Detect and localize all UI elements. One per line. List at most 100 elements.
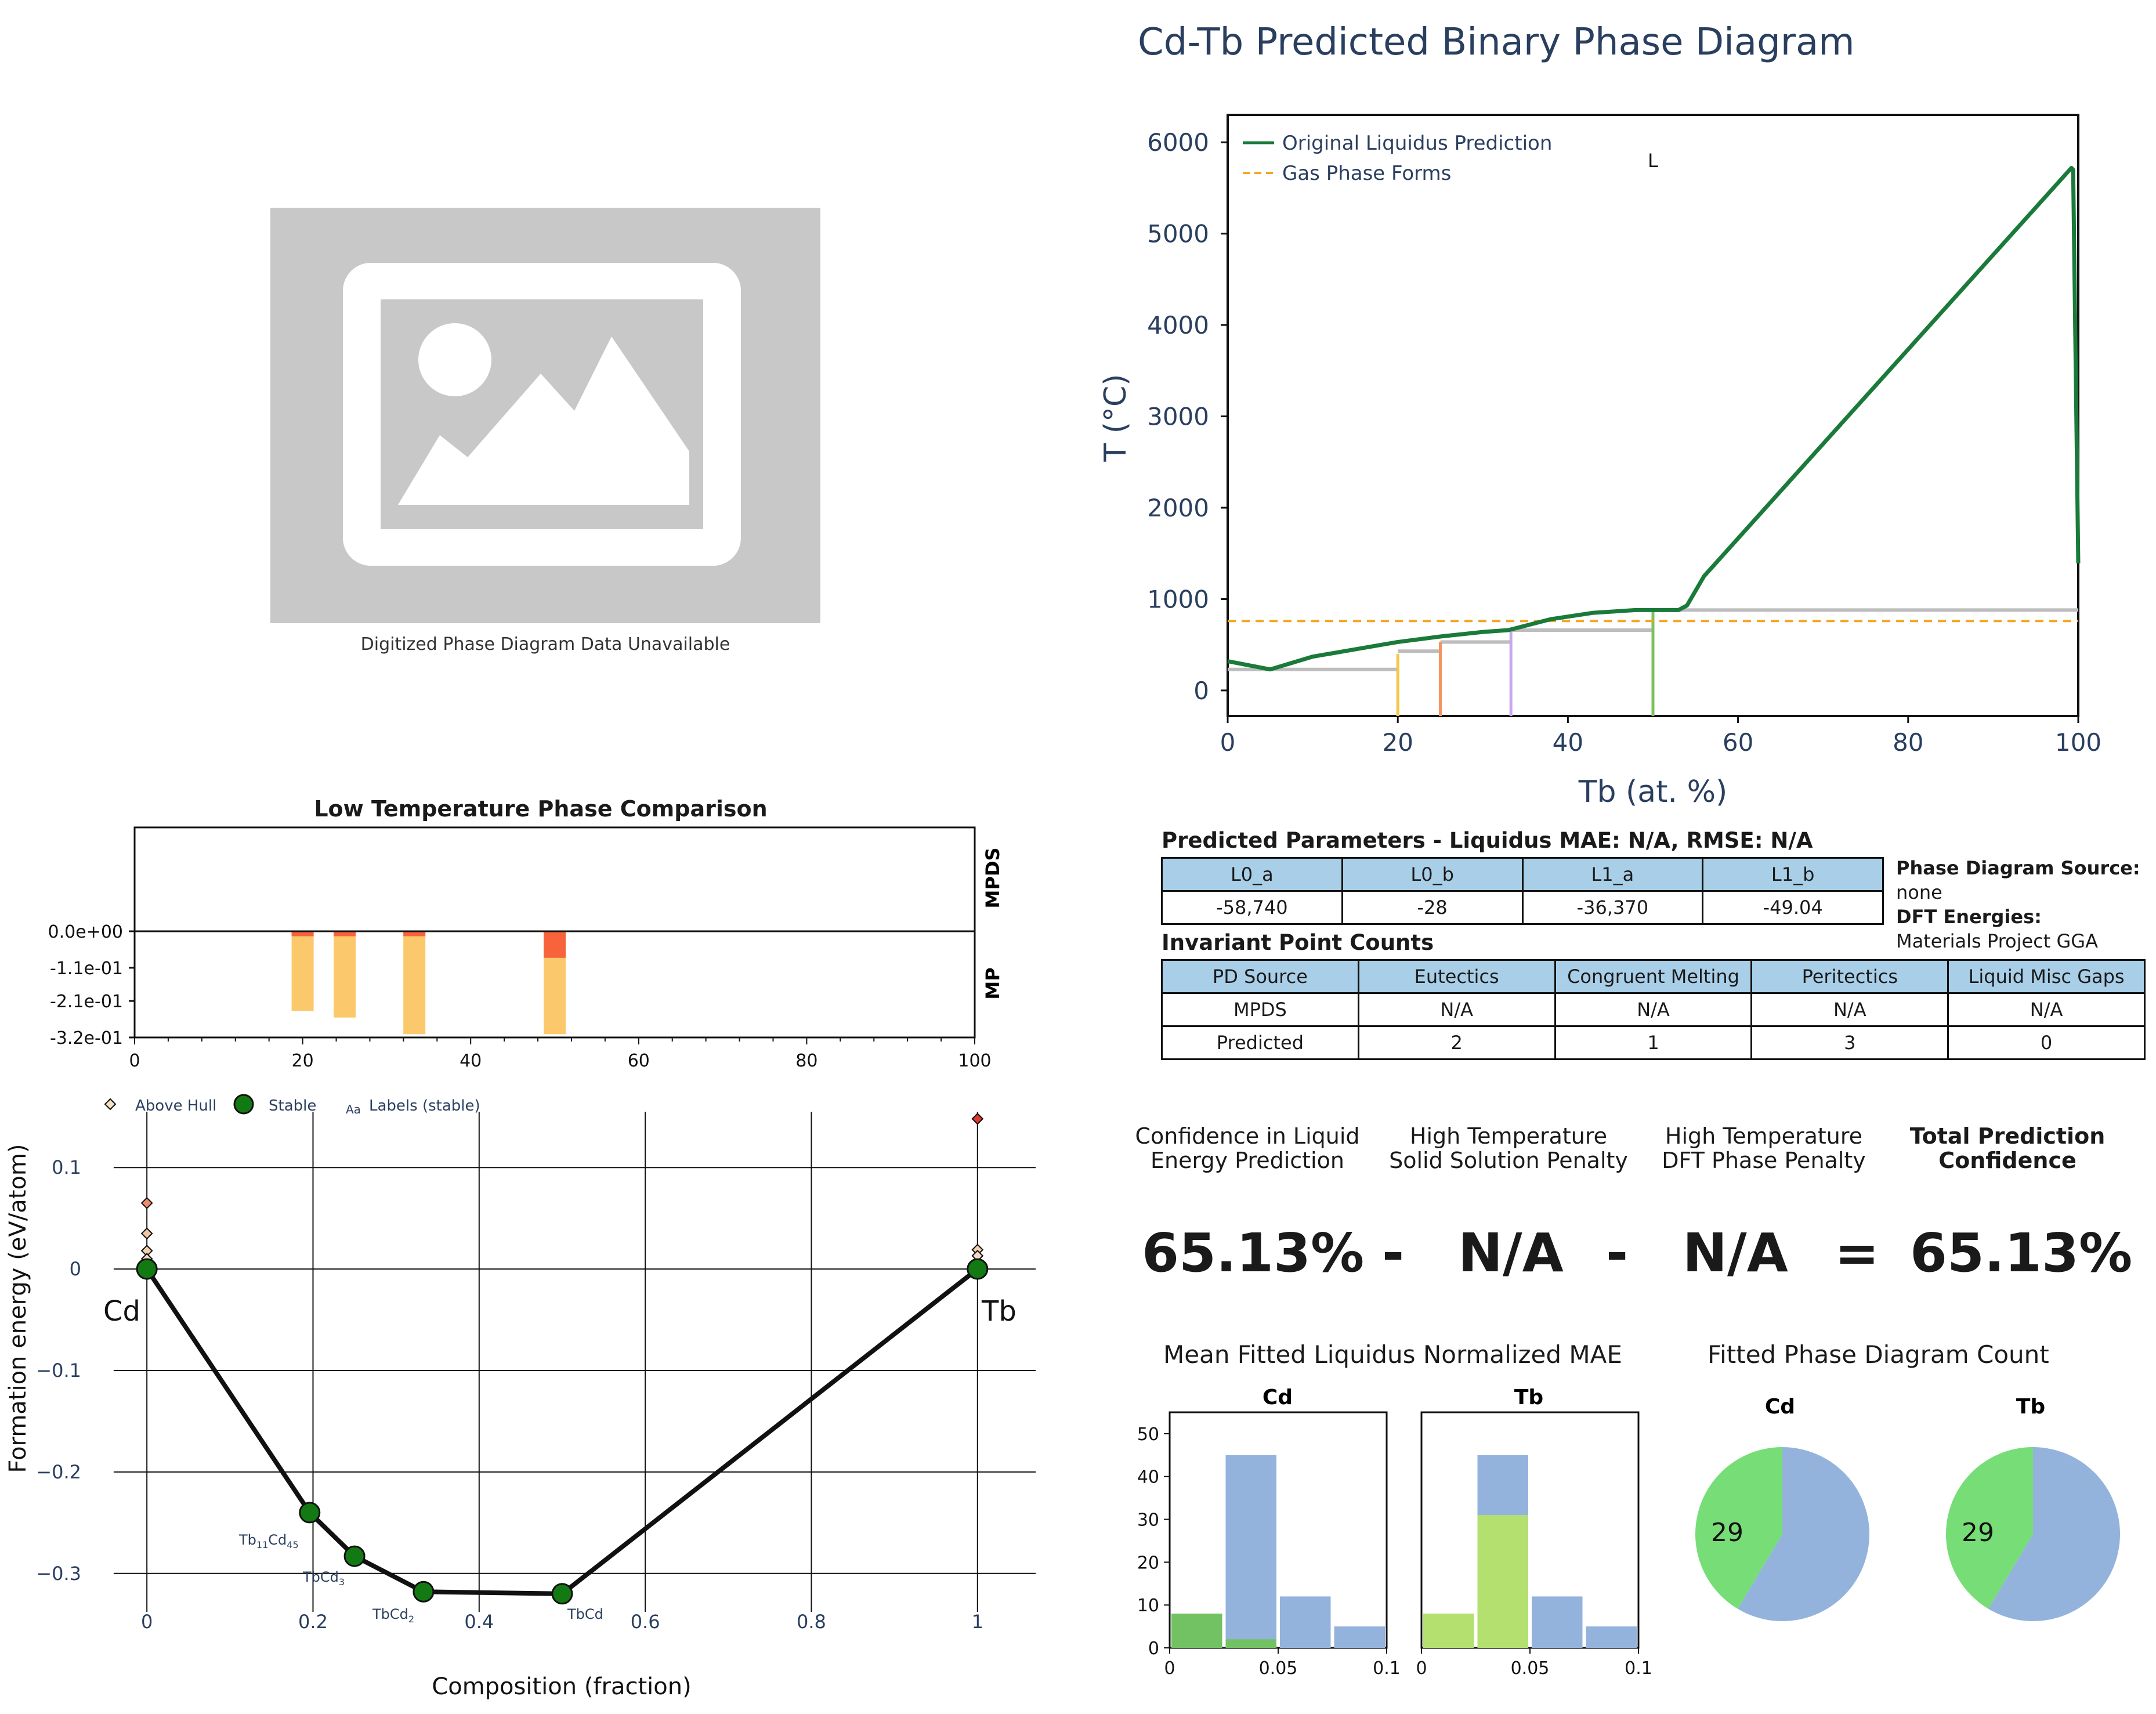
low-temp-frame [133, 826, 976, 1039]
hull-line [144, 1267, 979, 1596]
phase-label-tb11cd45: Tb11Cd45 [238, 1532, 299, 1550]
invariant-cell: Predicted [1161, 1025, 1359, 1060]
source-value: none [1896, 881, 1942, 903]
solid-solution-header: High Temperature Solid Solution Penalty [1387, 1124, 1630, 1173]
hull-chart: 0 0.2 0.4 0.6 0.8 1 0.1 0 −0.1 −0.2 −0.3 Above Hul… [5, 1094, 1036, 1700]
y-tick-label: −0.1 [36, 1359, 81, 1382]
stable-phase-marker [551, 1583, 573, 1605]
mpds-label: MPDS [982, 848, 1004, 909]
labels-legend-label: Labels (stable) [369, 1097, 480, 1115]
labels-legend-icon: Aa [346, 1102, 361, 1116]
hull-ylabel: Formation energy (eV/atom) [5, 1144, 31, 1473]
mp-hull-bar [403, 931, 426, 936]
y-tick-label: −0.3 [36, 1563, 81, 1585]
x-tick-label: 60 [1723, 728, 1753, 757]
invariant-cell: 3 [1750, 1025, 1949, 1060]
y-tick-label: 5000 [1147, 220, 1209, 248]
x-tick-label: 40 [1553, 728, 1583, 757]
above-hull-marker [971, 1112, 984, 1125]
params-value: -58,740 [1161, 890, 1343, 925]
mp-label: MP [982, 967, 1004, 999]
x-tick-label: 0.4 [464, 1611, 494, 1633]
invariant-cell: 2 [1357, 1025, 1556, 1060]
invariant-header: PD Source [1161, 959, 1359, 994]
above-hull-marker [140, 1196, 153, 1209]
params-table: L0_a L0_b L1_a L1_b -58,740 -28 -36,370 … [1161, 857, 1884, 925]
total-confidence-header: Total Prediction Confidence [1891, 1124, 2124, 1173]
pie-slice [1988, 1447, 2120, 1621]
params-header: L0_a [1161, 857, 1343, 892]
mae-total-bar [1280, 1596, 1331, 1648]
x-tick-label: 0.05 [1511, 1658, 1550, 1679]
y-tick-label: 30 [1137, 1510, 1159, 1531]
y-tick-label: 0.1 [52, 1156, 81, 1178]
mae-total-bar [1334, 1626, 1385, 1648]
x-tick-label: 0.1 [1625, 1658, 1652, 1679]
invariant-title: Invariant Point Counts [1162, 930, 1434, 955]
image-placeholder-icon [343, 263, 741, 566]
mp-energy-bar [334, 931, 356, 1018]
confidence-header-line: Total Prediction [1909, 1123, 2106, 1149]
confidence-header-line: High Temperature [1409, 1123, 1608, 1149]
y-tick-label: 20 [1137, 1553, 1159, 1573]
x-tick-label: 20 [1382, 728, 1413, 757]
params-header: L0_b [1341, 857, 1524, 892]
params-value: -28 [1341, 890, 1524, 925]
y-tick-label: 50 [1137, 1424, 1159, 1445]
mae-fitted-bar [1171, 1613, 1222, 1648]
pie-slice [1738, 1447, 1869, 1621]
x-tick-label: 0.1 [1373, 1658, 1401, 1679]
invariant-cell: N/A [1357, 992, 1556, 1027]
x-tick-label: 0 [141, 1611, 153, 1633]
solid-solution-value: N/A [1458, 1222, 1564, 1284]
pie-title-tb: Tb [2016, 1395, 2045, 1419]
x-tick-label: 0 [129, 1051, 140, 1071]
mae-panel-frame [1420, 1411, 1640, 1649]
above-hull-legend-label: Above Hull [135, 1097, 216, 1115]
confidence-header-line: Confidence [1938, 1148, 2077, 1173]
phase-diagram-ylabel: T (°C) [1098, 374, 1133, 462]
confidence-header-line: DFT Phase Penalty [1662, 1148, 1866, 1173]
stable-legend-icon [233, 1094, 254, 1115]
mp-energy-bar [403, 931, 426, 1035]
mae-panel-frame [1169, 1411, 1388, 1649]
stable-legend-label: Stable [269, 1097, 316, 1115]
phase-label-tbcd3: TbCd3 [302, 1569, 345, 1588]
mae-total-bar [1225, 1455, 1276, 1648]
x-tick-label: 0 [1220, 728, 1236, 757]
pie-slice [1946, 1447, 2033, 1609]
confidence-header-line: High Temperature [1665, 1123, 1863, 1149]
mp-hull-bar [544, 931, 566, 958]
tb-end-label: Tb [981, 1295, 1016, 1328]
x-tick-label: 20 [292, 1051, 314, 1071]
stable-phase-marker [299, 1502, 321, 1524]
y-tick-label: 6000 [1147, 128, 1209, 157]
phase-diagram-xlabel: Tb (at. %) [1578, 775, 1728, 809]
mae-panel-title-tb: Tb [1514, 1386, 1543, 1409]
mae-fitted-bar [1225, 1639, 1276, 1648]
low-temp-title: Low Temperature Phase Comparison [314, 796, 768, 822]
y-tick-label: 10 [1137, 1596, 1159, 1616]
y-tick-label: 0.0e+00 [48, 922, 123, 942]
invariant-cell: N/A [1750, 992, 1949, 1027]
pie-slice-label: 29 [1962, 1518, 1994, 1547]
invariant-header: Eutectics [1357, 959, 1556, 994]
params-title: Predicted Parameters - Liquidus MAE: N/A… [1162, 828, 1813, 853]
dft-label: DFT Energies: [1896, 906, 2042, 928]
mae-title: Mean Fitted Liquidus Normalized MAE [1163, 1340, 1622, 1369]
pie-slice-label: 29 [1711, 1518, 1743, 1547]
stable-phase-marker [136, 1258, 158, 1280]
minus-operator: - [1382, 1222, 1405, 1284]
params-header: L1_b [1702, 857, 1884, 892]
phase-diagram-title: Cd-Tb Predicted Binary Phase Diagram [1138, 21, 1855, 64]
x-tick-label: 0.8 [797, 1611, 826, 1633]
pie-title-cd: Cd [1765, 1395, 1795, 1419]
y-tick-label: 2000 [1147, 494, 1209, 522]
phase-label-tbcd2: TbCd2 [372, 1606, 414, 1625]
above-hull-legend-icon [104, 1098, 117, 1111]
y-tick-label: 0 [1148, 1639, 1159, 1659]
invariant-header: Liquid Misc Gaps [1947, 959, 2146, 994]
invariant-table: PD Source Eutectics Congruent Melting Pe… [1161, 959, 2146, 1060]
x-tick-label: 100 [958, 1051, 991, 1071]
y-tick-label: 0 [1193, 677, 1209, 705]
